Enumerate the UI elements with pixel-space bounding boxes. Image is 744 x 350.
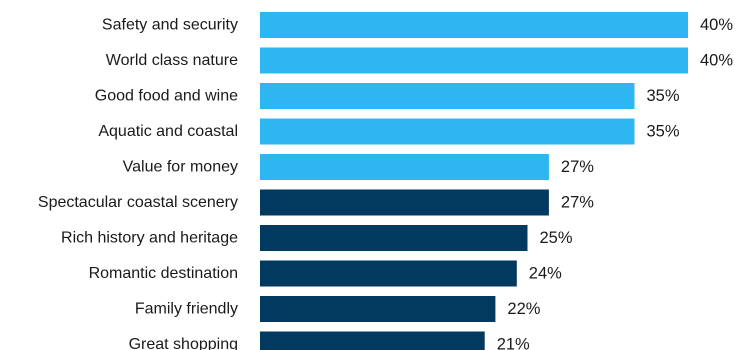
bar bbox=[260, 296, 496, 322]
bar bbox=[260, 118, 635, 145]
value-label: 22% bbox=[507, 300, 540, 318]
category-label: World class nature bbox=[106, 52, 238, 69]
category-label: Romantic destination bbox=[89, 265, 238, 282]
value-label: 40% bbox=[700, 16, 733, 34]
bar bbox=[260, 47, 688, 74]
value-label: 35% bbox=[647, 123, 680, 141]
category-label: Rich history and heritage bbox=[61, 230, 238, 247]
value-label-group: 40% 40% 35% 35% 27% 27% 25% 24% 22% 21% bbox=[497, 16, 734, 350]
bar-group bbox=[260, 12, 688, 350]
category-label: Good food and wine bbox=[95, 88, 238, 105]
value-label: 24% bbox=[529, 265, 562, 283]
bar bbox=[260, 189, 549, 216]
category-label: Safety and security bbox=[102, 17, 238, 34]
category-label-group: Safety and security World class nature Goo… bbox=[38, 17, 238, 350]
bar bbox=[260, 225, 528, 251]
category-label: Family friendly bbox=[135, 301, 238, 318]
bar bbox=[260, 83, 635, 109]
bar bbox=[260, 260, 517, 287]
category-label: Great shopping bbox=[129, 336, 238, 350]
category-label: Spectacular coastal scenery bbox=[38, 194, 238, 211]
value-label: 27% bbox=[561, 158, 594, 176]
value-label: 40% bbox=[700, 52, 733, 70]
category-label: Aquatic and coastal bbox=[98, 123, 238, 140]
category-label: Value for money bbox=[123, 159, 238, 176]
bar bbox=[260, 12, 688, 38]
value-label: 27% bbox=[561, 194, 594, 212]
value-label: 35% bbox=[647, 87, 680, 105]
value-label: 21% bbox=[497, 336, 530, 350]
bar bbox=[260, 154, 549, 180]
value-label: 25% bbox=[540, 229, 573, 247]
bar bbox=[260, 331, 485, 350]
